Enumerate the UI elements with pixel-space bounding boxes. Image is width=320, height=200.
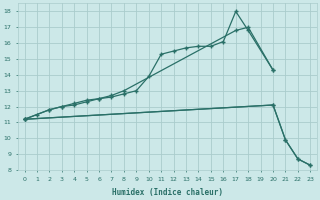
X-axis label: Humidex (Indice chaleur): Humidex (Indice chaleur)	[112, 188, 223, 197]
